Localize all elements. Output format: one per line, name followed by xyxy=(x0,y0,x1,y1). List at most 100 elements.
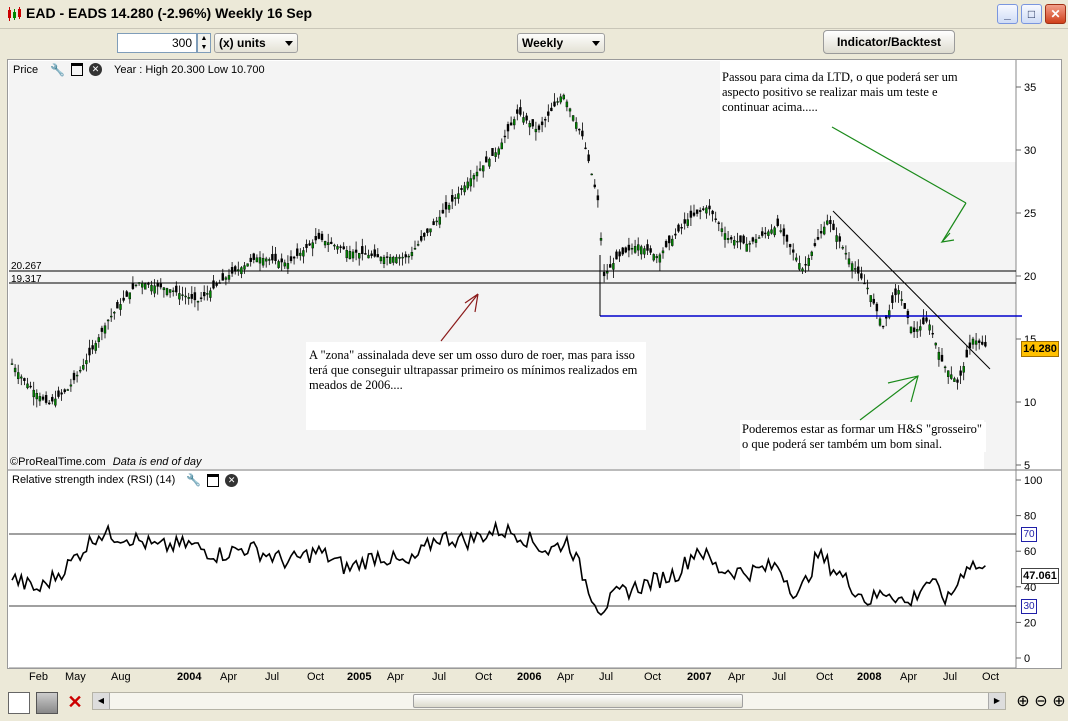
candle-body xyxy=(742,235,745,244)
candle-body xyxy=(283,262,286,267)
hline-label-20267: 20.267 xyxy=(11,261,42,272)
candle-body xyxy=(413,248,417,250)
candle-body xyxy=(20,376,23,379)
window-icon[interactable] xyxy=(71,63,84,76)
candle-body xyxy=(311,242,314,249)
candle-body xyxy=(91,345,94,350)
scroll-left-button[interactable]: ◀ xyxy=(93,693,110,709)
indicator-backtest-button[interactable]: Indicator/Backtest xyxy=(823,30,955,54)
window-icon[interactable] xyxy=(207,473,220,487)
wrench-icon[interactable]: 🔧 xyxy=(186,473,202,487)
candle-body xyxy=(934,342,937,346)
candle-body xyxy=(354,249,358,253)
candle-body xyxy=(385,256,389,258)
candle-body xyxy=(838,236,841,242)
candle-body xyxy=(829,220,832,225)
candle-body xyxy=(258,257,262,264)
candle-body xyxy=(537,125,541,130)
candle-body xyxy=(764,232,767,235)
candle-body xyxy=(587,154,590,162)
x-axis-label: Oct xyxy=(816,671,834,683)
close-panel-icon[interactable]: ✕ xyxy=(225,473,239,487)
candle-body xyxy=(534,128,538,133)
candle-body xyxy=(928,324,931,331)
candle-body xyxy=(661,250,665,254)
zoom-in-icon[interactable]: ⊕ xyxy=(1052,693,1066,710)
candle-body xyxy=(618,251,621,257)
bell-icon[interactable] xyxy=(8,692,30,714)
candle-body xyxy=(389,256,392,264)
candle-body xyxy=(88,347,91,356)
scrollbar-thumb[interactable] xyxy=(413,694,743,708)
units-spinner[interactable]: ▲ ▼ xyxy=(197,33,211,53)
candle-body xyxy=(29,385,32,388)
candle-body xyxy=(872,298,875,304)
candle-body xyxy=(94,343,97,351)
candle-body xyxy=(897,290,900,295)
candle-body xyxy=(711,210,714,215)
zona-annotation[interactable]: A "zona" assinalada deve ser um osso dur… xyxy=(309,348,646,393)
candle-body xyxy=(206,293,209,295)
close-panel-icon[interactable]: ✕ xyxy=(89,63,103,76)
candle-body xyxy=(224,277,228,280)
horizontal-scrollbar[interactable]: ◀ ▶ xyxy=(92,692,1006,710)
price-tick-label: 5 xyxy=(1024,460,1030,472)
current-price-tag: 14.280 xyxy=(1021,341,1059,357)
scroll-right-button[interactable]: ▶ xyxy=(988,693,1005,709)
x-axis-label: Jul xyxy=(599,671,614,683)
candle-body xyxy=(289,256,293,262)
candle-body xyxy=(730,237,733,240)
candle-body xyxy=(317,232,321,239)
candle-body xyxy=(367,254,370,259)
chevron-down-icon xyxy=(592,41,600,46)
close-button[interactable]: ✕ xyxy=(1045,4,1066,24)
candle-body xyxy=(392,256,395,263)
candle-body xyxy=(78,369,82,372)
candle-body xyxy=(708,205,711,210)
candle-body xyxy=(680,227,683,229)
units-select[interactable]: (x) units xyxy=(214,33,298,53)
zoom-fit-icon[interactable]: ⊕ xyxy=(1016,693,1030,710)
minimize-button[interactable]: _ xyxy=(997,4,1018,24)
candle-body xyxy=(950,374,953,379)
period-select[interactable]: Weekly xyxy=(517,33,605,53)
x-axis-label: Apr xyxy=(728,671,746,683)
candle-body xyxy=(757,237,761,239)
period-select-label: Weekly xyxy=(522,36,564,50)
candle-body xyxy=(875,303,879,312)
wrench-icon[interactable]: 🔧 xyxy=(50,62,66,77)
disable-icon[interactable]: ✕ xyxy=(67,692,83,712)
candle-body xyxy=(323,240,327,246)
candle-body xyxy=(66,389,69,391)
candle-body xyxy=(159,283,163,288)
candle-body xyxy=(410,251,414,257)
chart-area: 35 30 25 20 15 10 5 100 80 60 40 20 0 20.267 19.317 xyxy=(7,59,1062,669)
candle-body xyxy=(97,337,101,342)
candle-body xyxy=(596,195,600,201)
candle-body xyxy=(798,263,801,270)
hs-annotation[interactable]: Poderemos estar as formar um H&S "grosse… xyxy=(742,422,986,452)
ltd-annotation[interactable]: Passou para cima da LTD, o que poderá se… xyxy=(722,70,980,115)
candle-body xyxy=(819,231,823,234)
candle-body xyxy=(286,263,290,269)
maximize-button[interactable]: □ xyxy=(1021,4,1042,24)
descending-trendline[interactable] xyxy=(832,210,991,370)
green-arrow-hs xyxy=(859,375,919,421)
candle-body xyxy=(646,244,649,251)
candle-body xyxy=(327,242,330,246)
candle-body xyxy=(795,257,798,261)
candle-body xyxy=(947,370,950,377)
candle-body xyxy=(736,240,739,243)
x-axis-label: Oct xyxy=(475,671,493,683)
print-icon[interactable] xyxy=(36,692,58,714)
candle-body xyxy=(345,250,348,259)
candle-body xyxy=(271,254,274,261)
candle-body xyxy=(602,271,606,277)
candle-body xyxy=(63,389,66,393)
candle-body xyxy=(748,243,751,245)
rsi-tick-label: 40 xyxy=(1024,582,1036,594)
candle-body xyxy=(699,210,702,212)
zoom-out-icon[interactable]: ⊖ xyxy=(1034,693,1048,710)
units-input[interactable]: 300 xyxy=(117,33,197,53)
